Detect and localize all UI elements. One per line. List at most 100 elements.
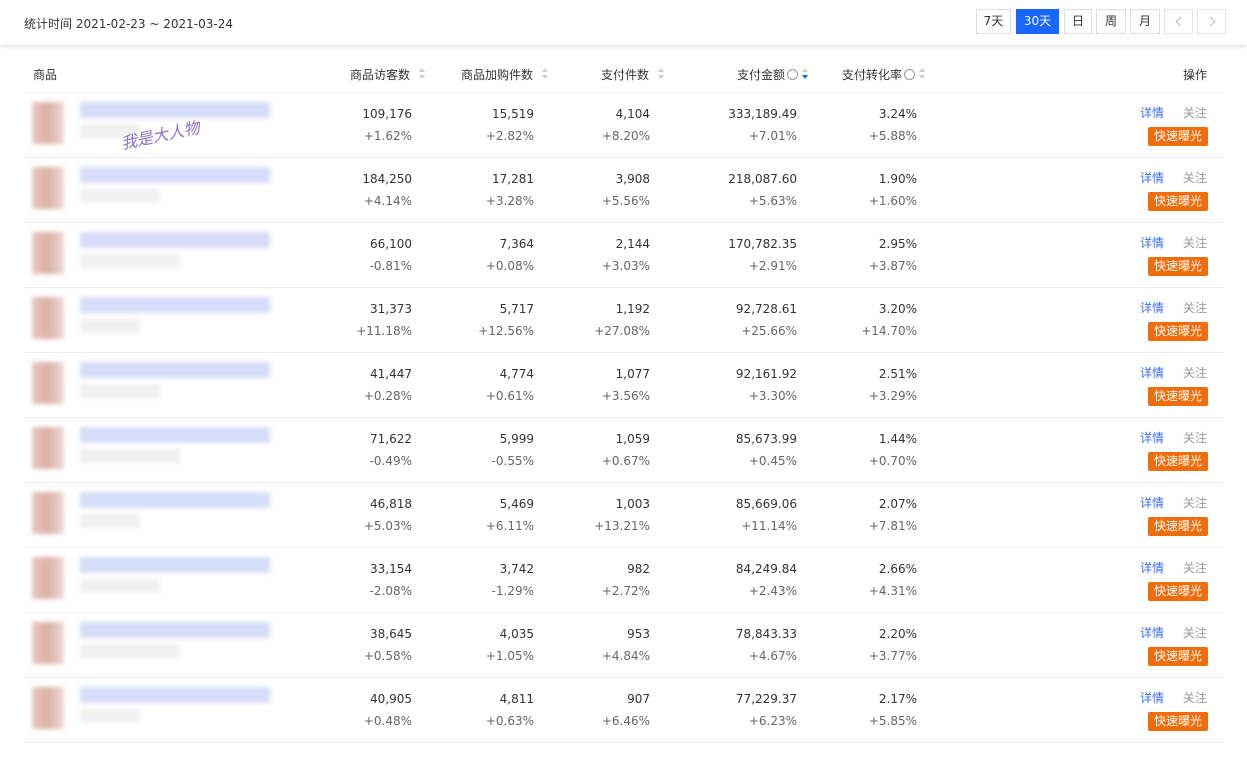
sort-up[interactable] (802, 68, 808, 72)
cell-change: +1.60% (868, 194, 917, 208)
cell-change: +4.14% (363, 194, 412, 208)
cell-value: 1,003 (615, 497, 650, 511)
cell-change: +1.05% (485, 649, 534, 663)
divider (24, 287, 1224, 288)
cell-value: 17,281 (492, 172, 534, 186)
cell-change: +0.63% (485, 714, 534, 728)
follow-link[interactable]: 关注 (1183, 301, 1208, 315)
cell-value: 2,144 (615, 237, 650, 251)
cell-change: +1.62% (363, 129, 412, 143)
cell-value: 5,469 (499, 497, 534, 511)
detail-link[interactable]: 详情 (1140, 431, 1165, 445)
boost-button[interactable]: 快速曝光 (1148, 517, 1208, 536)
detail-link[interactable]: 详情 (1140, 561, 1165, 575)
cell-value: 3,742 (499, 562, 534, 576)
help-icon (787, 69, 798, 80)
follow-link[interactable]: 关注 (1183, 236, 1208, 250)
detail-link[interactable]: 详情 (1140, 236, 1165, 250)
follow-link[interactable]: 关注 (1183, 171, 1208, 185)
cell-value: 33,154 (370, 562, 412, 576)
follow-link[interactable]: 关注 (1183, 431, 1208, 445)
boost-button[interactable]: 快速曝光 (1148, 647, 1208, 666)
cell-change: -2.08% (369, 584, 412, 598)
cell-value: 1.44% (878, 432, 917, 446)
detail-link[interactable]: 详情 (1140, 366, 1165, 380)
cell-change: +0.08% (485, 259, 534, 273)
cell-change: +2.72% (601, 584, 650, 598)
divider (24, 352, 1224, 353)
cell-value: 5,717 (499, 302, 534, 316)
product-image (32, 492, 64, 534)
cell-change: +2.91% (748, 259, 797, 273)
follow-link[interactable]: 关注 (1183, 106, 1208, 120)
cell-value: 92,161.92 (735, 367, 797, 381)
range-button[interactable]: 7天 (976, 9, 1011, 34)
divider (24, 547, 1224, 548)
follow-link[interactable]: 关注 (1183, 691, 1208, 705)
detail-link[interactable]: 详情 (1140, 301, 1165, 315)
product-name (80, 297, 270, 313)
cell-change: +5.03% (363, 519, 412, 533)
range-button[interactable]: 30天 (1016, 9, 1059, 34)
follow-link[interactable]: 关注 (1183, 561, 1208, 575)
cell-change: +8.20% (601, 129, 650, 143)
cell-change: +0.70% (868, 454, 917, 468)
sort-down[interactable] (658, 75, 664, 79)
cell-value: 2.20% (878, 627, 917, 641)
next-button[interactable] (1197, 9, 1226, 34)
product-image (32, 687, 64, 729)
cell-value: 5,999 (499, 432, 534, 446)
cell-change: +4.84% (601, 649, 650, 663)
watermark: 我是大人物 (119, 117, 202, 154)
range-button[interactable]: 日 (1064, 9, 1092, 34)
cell-value: 2.51% (878, 367, 917, 381)
detail-link[interactable]: 详情 (1140, 691, 1165, 705)
boost-button[interactable]: 快速曝光 (1148, 192, 1208, 211)
cell-value: 66,100 (370, 237, 412, 251)
range-button[interactable]: 周 (1096, 9, 1126, 34)
follow-link[interactable]: 关注 (1183, 496, 1208, 510)
sort-down[interactable] (919, 75, 925, 79)
product-image (32, 622, 64, 664)
detail-link[interactable]: 详情 (1140, 106, 1165, 120)
sort-up[interactable] (658, 68, 664, 72)
cell-change: +3.03% (601, 259, 650, 273)
prev-button[interactable] (1164, 9, 1193, 34)
sort-up[interactable] (419, 68, 425, 72)
boost-button[interactable]: 快速曝光 (1148, 712, 1208, 731)
boost-button[interactable]: 快速曝光 (1148, 452, 1208, 471)
detail-link[interactable]: 详情 (1140, 496, 1165, 510)
cell-change: +0.58% (363, 649, 412, 663)
cell-change: +11.14% (741, 519, 797, 533)
sort-up[interactable] (542, 68, 548, 72)
sort-up[interactable] (919, 68, 925, 72)
boost-button[interactable]: 快速曝光 (1148, 257, 1208, 276)
range-button[interactable]: 月 (1130, 9, 1160, 34)
detail-link[interactable]: 详情 (1140, 171, 1165, 185)
cell-change: +4.67% (748, 649, 797, 663)
cell-value: 31,373 (370, 302, 412, 316)
boost-button[interactable]: 快速曝光 (1148, 127, 1208, 146)
cell-change: +7.01% (748, 129, 797, 143)
sort-down[interactable] (542, 75, 548, 79)
sort-down[interactable] (419, 75, 425, 79)
boost-button[interactable]: 快速曝光 (1148, 582, 1208, 601)
sort-down[interactable] (802, 75, 808, 79)
boost-button[interactable]: 快速曝光 (1148, 322, 1208, 341)
product-name (80, 709, 140, 723)
cell-value: 15,519 (492, 107, 534, 121)
divider (24, 742, 1224, 743)
cell-change: -1.29% (491, 584, 534, 598)
boost-button[interactable]: 快速曝光 (1148, 387, 1208, 406)
product-name (80, 644, 180, 658)
follow-link[interactable]: 关注 (1183, 366, 1208, 380)
cell-value: 1,192 (615, 302, 650, 316)
detail-link[interactable]: 详情 (1140, 626, 1165, 640)
cell-change: +6.46% (601, 714, 650, 728)
follow-link[interactable]: 关注 (1183, 626, 1208, 640)
cell-value: 40,905 (370, 692, 412, 706)
cell-value: 41,447 (370, 367, 412, 381)
column-header: 操作 (1182, 68, 1207, 82)
cell-change: +5.56% (601, 194, 650, 208)
